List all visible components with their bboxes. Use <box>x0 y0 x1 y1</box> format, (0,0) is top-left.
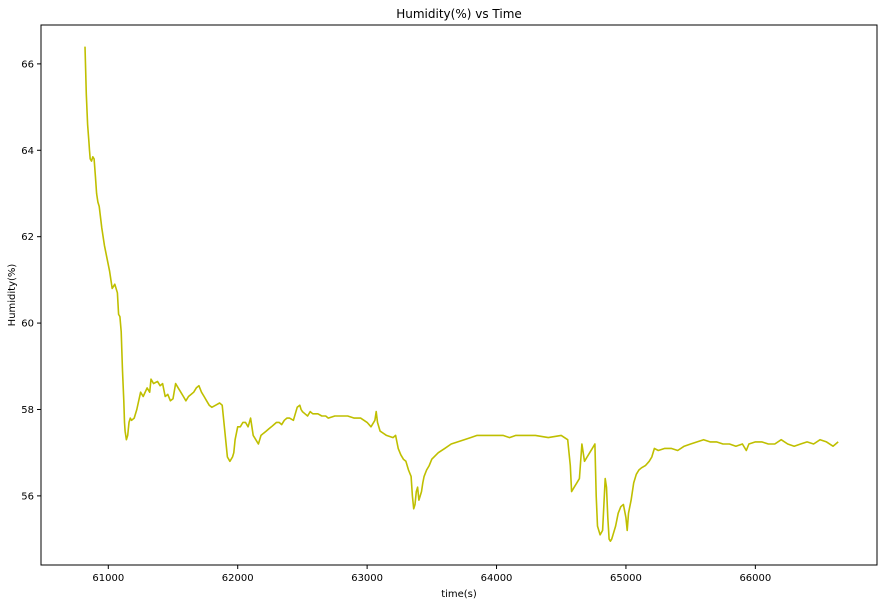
y-tick-label: 64 <box>21 146 34 157</box>
x-tick-label: 64000 <box>481 573 513 584</box>
x-tick-label: 63000 <box>351 573 383 584</box>
y-tick-label: 58 <box>21 405 34 416</box>
x-tick-label: 61000 <box>92 573 124 584</box>
x-tick-label: 66000 <box>739 573 771 584</box>
plot-area <box>40 24 878 566</box>
y-tick-label: 66 <box>21 59 34 70</box>
y-tick-label: 62 <box>21 232 34 243</box>
plot-frame <box>40 24 878 566</box>
y-tick-label: 60 <box>21 319 34 330</box>
humidity-series-line <box>84 46 839 542</box>
x-axis-ticks: 61000 62000 63000 64000 65000 66000 <box>92 565 771 584</box>
chart-title: Humidity(%) vs Time <box>396 7 522 21</box>
x-tick-label: 65000 <box>610 573 642 584</box>
y-axis-label: Humidity(%) <box>7 264 18 327</box>
x-axis-label: time(s) <box>441 589 477 600</box>
y-axis-ticks: 56 58 60 62 64 66 <box>21 59 41 502</box>
x-tick-label: 62000 <box>222 573 254 584</box>
y-tick-label: 56 <box>21 491 34 502</box>
